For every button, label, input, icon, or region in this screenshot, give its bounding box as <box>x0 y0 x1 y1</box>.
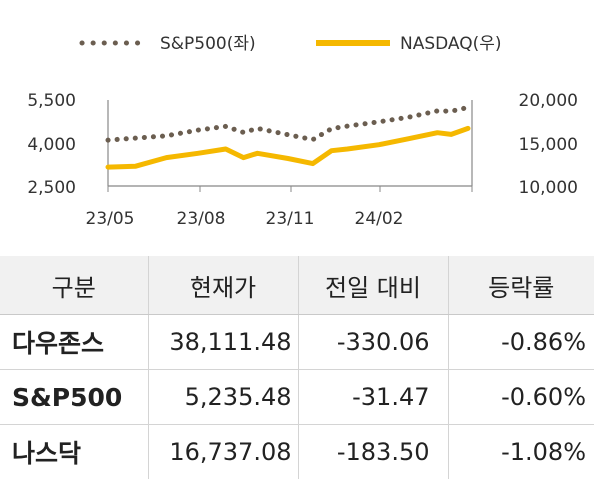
table-row: 다우존스 38,111.48 -330.06 -0.86% <box>0 314 594 370</box>
price-cell: 5,235.48 <box>148 369 299 425</box>
legend: S&P500(좌) NASDAQ(우) <box>79 34 502 54</box>
y-left-ticks: 5,500 4,000 2,500 <box>27 91 76 198</box>
series-line-sp500 <box>105 105 471 143</box>
x-tick-label: 24/02 <box>355 209 404 229</box>
axes <box>107 100 473 192</box>
y-left-tick-label: 2,500 <box>27 178 76 198</box>
price-cell: 38,111.48 <box>148 314 299 370</box>
change-cell: -183.50 <box>298 424 449 479</box>
table-row: S&P500 5,235.48 -31.47 -0.60% <box>0 369 594 425</box>
header-change: 전일 대비 <box>298 256 449 315</box>
legend-label-nasdaq: NASDAQ(우) <box>400 34 502 54</box>
header-category: 구분 <box>0 256 149 315</box>
x-ticks: 23/05 23/08 23/11 24/02 <box>86 209 404 229</box>
y-left-tick-label: 5,500 <box>27 91 76 111</box>
change-cell: -330.06 <box>298 314 449 370</box>
chart: S&P500(좌) NASDAQ(우) 5,500 4,000 2,500 20… <box>27 34 578 229</box>
legend-label-sp500: S&P500(좌) <box>160 34 256 54</box>
table-header-row: 구분 현재가 전일 대비 등락률 <box>0 256 594 315</box>
header-price: 현재가 <box>148 256 299 315</box>
x-tick-label: 23/08 <box>177 209 226 229</box>
series-layer <box>105 105 471 170</box>
index-name: S&P500 <box>0 369 149 425</box>
rate-cell: -0.60% <box>448 369 594 425</box>
quote-table: 구분 현재가 전일 대비 등락률 다우존스 38,111.48 -330.06 … <box>0 256 594 479</box>
y-right-tick-label: 20,000 <box>519 91 578 111</box>
table-row: 나스닥 16,737.08 -183.50 -1.08% <box>0 424 594 479</box>
rate-cell: -0.86% <box>448 314 594 370</box>
x-tick-label: 23/05 <box>86 209 135 229</box>
price-cell: 16,737.08 <box>148 424 299 479</box>
y-right-ticks: 20,000 15,000 10,000 <box>519 91 578 198</box>
change-cell: -31.47 <box>298 369 449 425</box>
series-line-nasdaq <box>105 125 471 170</box>
y-left-tick-label: 4,000 <box>27 135 76 155</box>
y-right-tick-label: 10,000 <box>519 178 578 198</box>
header-rate: 등락률 <box>448 256 594 315</box>
rate-cell: -1.08% <box>501 438 586 466</box>
x-tick-label: 23/11 <box>266 209 315 229</box>
y-right-tick-label: 15,000 <box>519 135 578 155</box>
index-name: 나스닥 <box>0 424 149 479</box>
index-name: 다우존스 <box>0 314 149 370</box>
